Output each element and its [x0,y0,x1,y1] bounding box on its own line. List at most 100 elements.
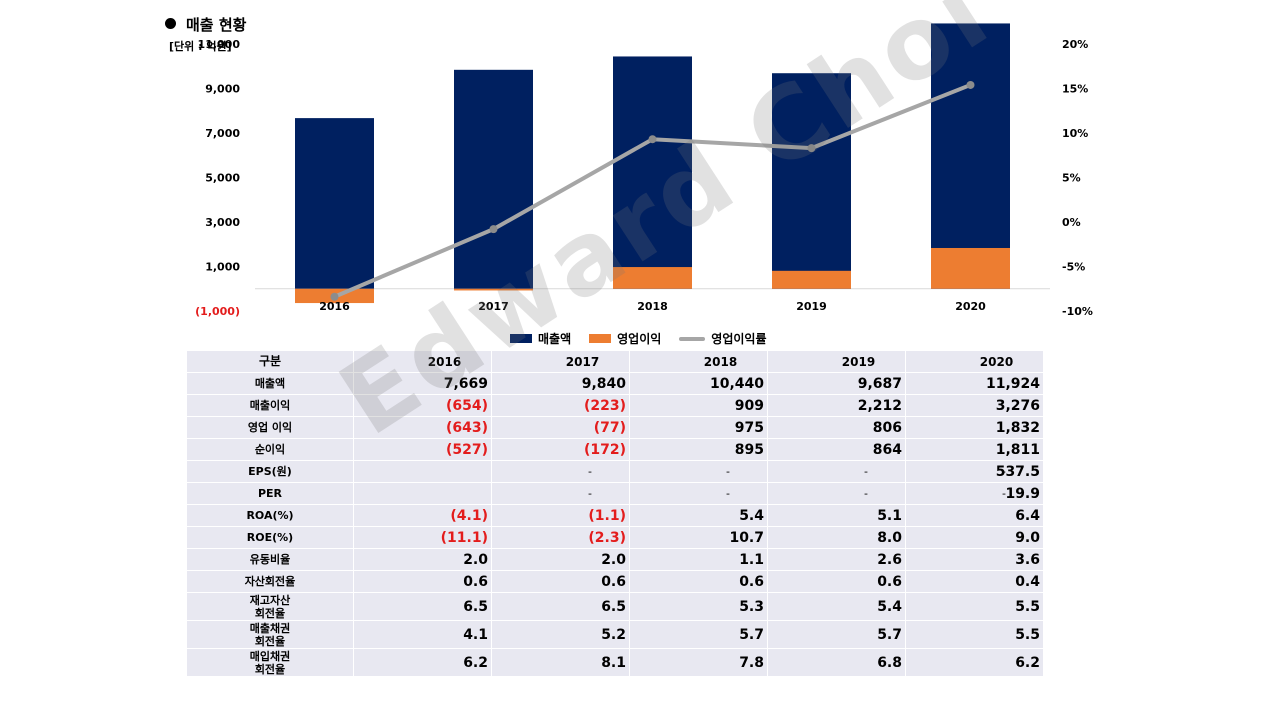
x-tick-label: 2020 [955,300,986,313]
table-cell: (172) [491,438,630,461]
table-header-row: 구분 2016 2017 2018 2019 2020 [186,350,1044,373]
table-cell: 5.1 [767,504,906,527]
y-left-tick-label: 3,000 [205,216,240,229]
bar-operating-profit [772,270,851,289]
table-cell: 4.1 [353,620,492,649]
table-cell: 6.5 [491,592,630,621]
table-cell: 7,669 [353,372,492,395]
table-cell: 0.6 [629,570,768,593]
header-year: 2017 [491,350,630,373]
table-cell: 3.6 [905,548,1044,571]
legend-item-operating-margin: 영업이익률 [679,330,767,347]
table-cell: 2.0 [491,548,630,571]
table-cell: - [353,482,592,505]
bar-operating-profit [931,247,1010,289]
table-cell: 6.4 [905,504,1044,527]
table-cell: (223) [491,394,630,417]
header-year: 2019 [767,350,906,373]
table-cell: 8.0 [767,526,906,549]
table-cell: 19.9 [905,482,1044,505]
table-row: ROE(%) (11.1) (2.3) 10.7 8.0 9.0 [186,526,1044,549]
header-year: 2020 [905,350,1044,373]
y-right-tick-label: -5% [1062,261,1085,274]
table-cell: 3,276 [905,394,1044,417]
table-cell: 8.1 [491,648,630,677]
point-operating-margin [648,135,657,144]
row-label: 매출이익 [186,394,354,417]
table-cell: 10.7 [629,526,768,549]
y-left-tick-label: (1,000) [195,305,240,318]
table-cell: 1,832 [905,416,1044,439]
bullet-icon [165,18,176,29]
row-label: ROA(%) [186,504,354,527]
table-cell: 975 [629,416,768,439]
row-label: 재고자산 회전율 [186,592,354,621]
x-tick-label: 2019 [796,300,827,313]
table-cell: 1.1 [629,548,768,571]
row-label: 순이익 [186,438,354,461]
table-cell: (11.1) [353,526,492,549]
y-left-tick-label: 5,000 [205,172,240,185]
table-cell: 5.3 [629,592,768,621]
row-label: PER [186,482,354,505]
x-tick-label: 2018 [637,300,668,313]
table-cell: 0.6 [767,570,906,593]
table-row: 유동비율 2.0 2.0 1.1 2.6 3.6 [186,548,1044,571]
table-row: 매출채권 회전율 4.1 5.2 5.7 5.7 5.5 [186,620,1044,649]
bar-operating-profit [454,288,533,291]
unit-label: [단위 : 억원] [169,40,232,53]
row-label: 매출액 [186,372,354,395]
table-cell: 5.7 [629,620,768,649]
bar-sales [454,69,533,289]
chart-title-text: 매출 현황 [186,16,247,34]
combo-chart: (1,000) 1,000 3,000 5,000 7,000 9,000 11,000 -1… [195,23,1093,318]
bar-operating-profit [613,267,692,289]
legend-item-operating-profit: 영업이익 [589,330,661,347]
table-cell: - [629,482,868,505]
table-cell: 7.8 [629,648,768,677]
table-cell: 2,212 [767,394,906,417]
row-label: 자산회전율 [186,570,354,593]
table-cell: 9,840 [491,372,630,395]
table-cell: 1,811 [905,438,1044,461]
y-right-tick-label: 20% [1062,38,1088,51]
table-cell: 9.0 [905,526,1044,549]
legend-item-sales: 매출액 [510,330,571,347]
row-label: ROE(%) [186,526,354,549]
legend-swatch-operating-profit [589,334,612,343]
table-cell: 537.5 [905,460,1044,483]
table-row: 순이익 (527) (172) 895 864 1,811 [186,438,1044,461]
y-right-tick-label: 5% [1062,172,1081,185]
table-cell: (77) [491,416,630,439]
table-cell: 6.2 [905,648,1044,677]
x-tick-label: 2016 [319,300,350,313]
table-cell: 5.7 [767,620,906,649]
header-year: 2016 [353,350,492,373]
table-cell: (654) [353,394,492,417]
table-row: 매출이익 (654) (223) 909 2,212 3,276 [186,394,1044,417]
table-cell: 11,924 [905,372,1044,395]
table-cell: 895 [629,438,768,461]
table-cell: 5.4 [767,592,906,621]
bar-sales [931,23,1010,289]
table-cell: - [767,460,1006,483]
table-cell: 5.4 [629,504,768,527]
table-cell: (2.3) [491,526,630,549]
row-label: 매출채권 회전율 [186,620,354,649]
legend-swatch-operating-margin [679,336,706,341]
table-cell: 6.5 [353,592,492,621]
point-operating-margin [489,225,498,234]
table-cell: 10,440 [629,372,768,395]
table-row: 자산회전율 0.6 0.6 0.6 0.6 0.4 [186,570,1044,593]
row-label: 매입채권 회전율 [186,648,354,677]
table-cell: 5.5 [905,620,1044,649]
financial-table: 구분 2016 2017 2018 2019 2020 매출액 7,669 9,840 10,44… [186,350,1044,677]
table-row: 매입채권 회전율 6.2 8.1 7.8 6.8 6.2 [186,648,1044,677]
table-cell: 2.0 [353,548,492,571]
y-left-tick-label: 9,000 [205,83,240,96]
y-right-tick-label: 10% [1062,127,1088,140]
point-operating-margin [966,80,975,89]
row-label: 유동비율 [186,548,354,571]
table-cell: 0.6 [353,570,492,593]
table-cell: 864 [767,438,906,461]
